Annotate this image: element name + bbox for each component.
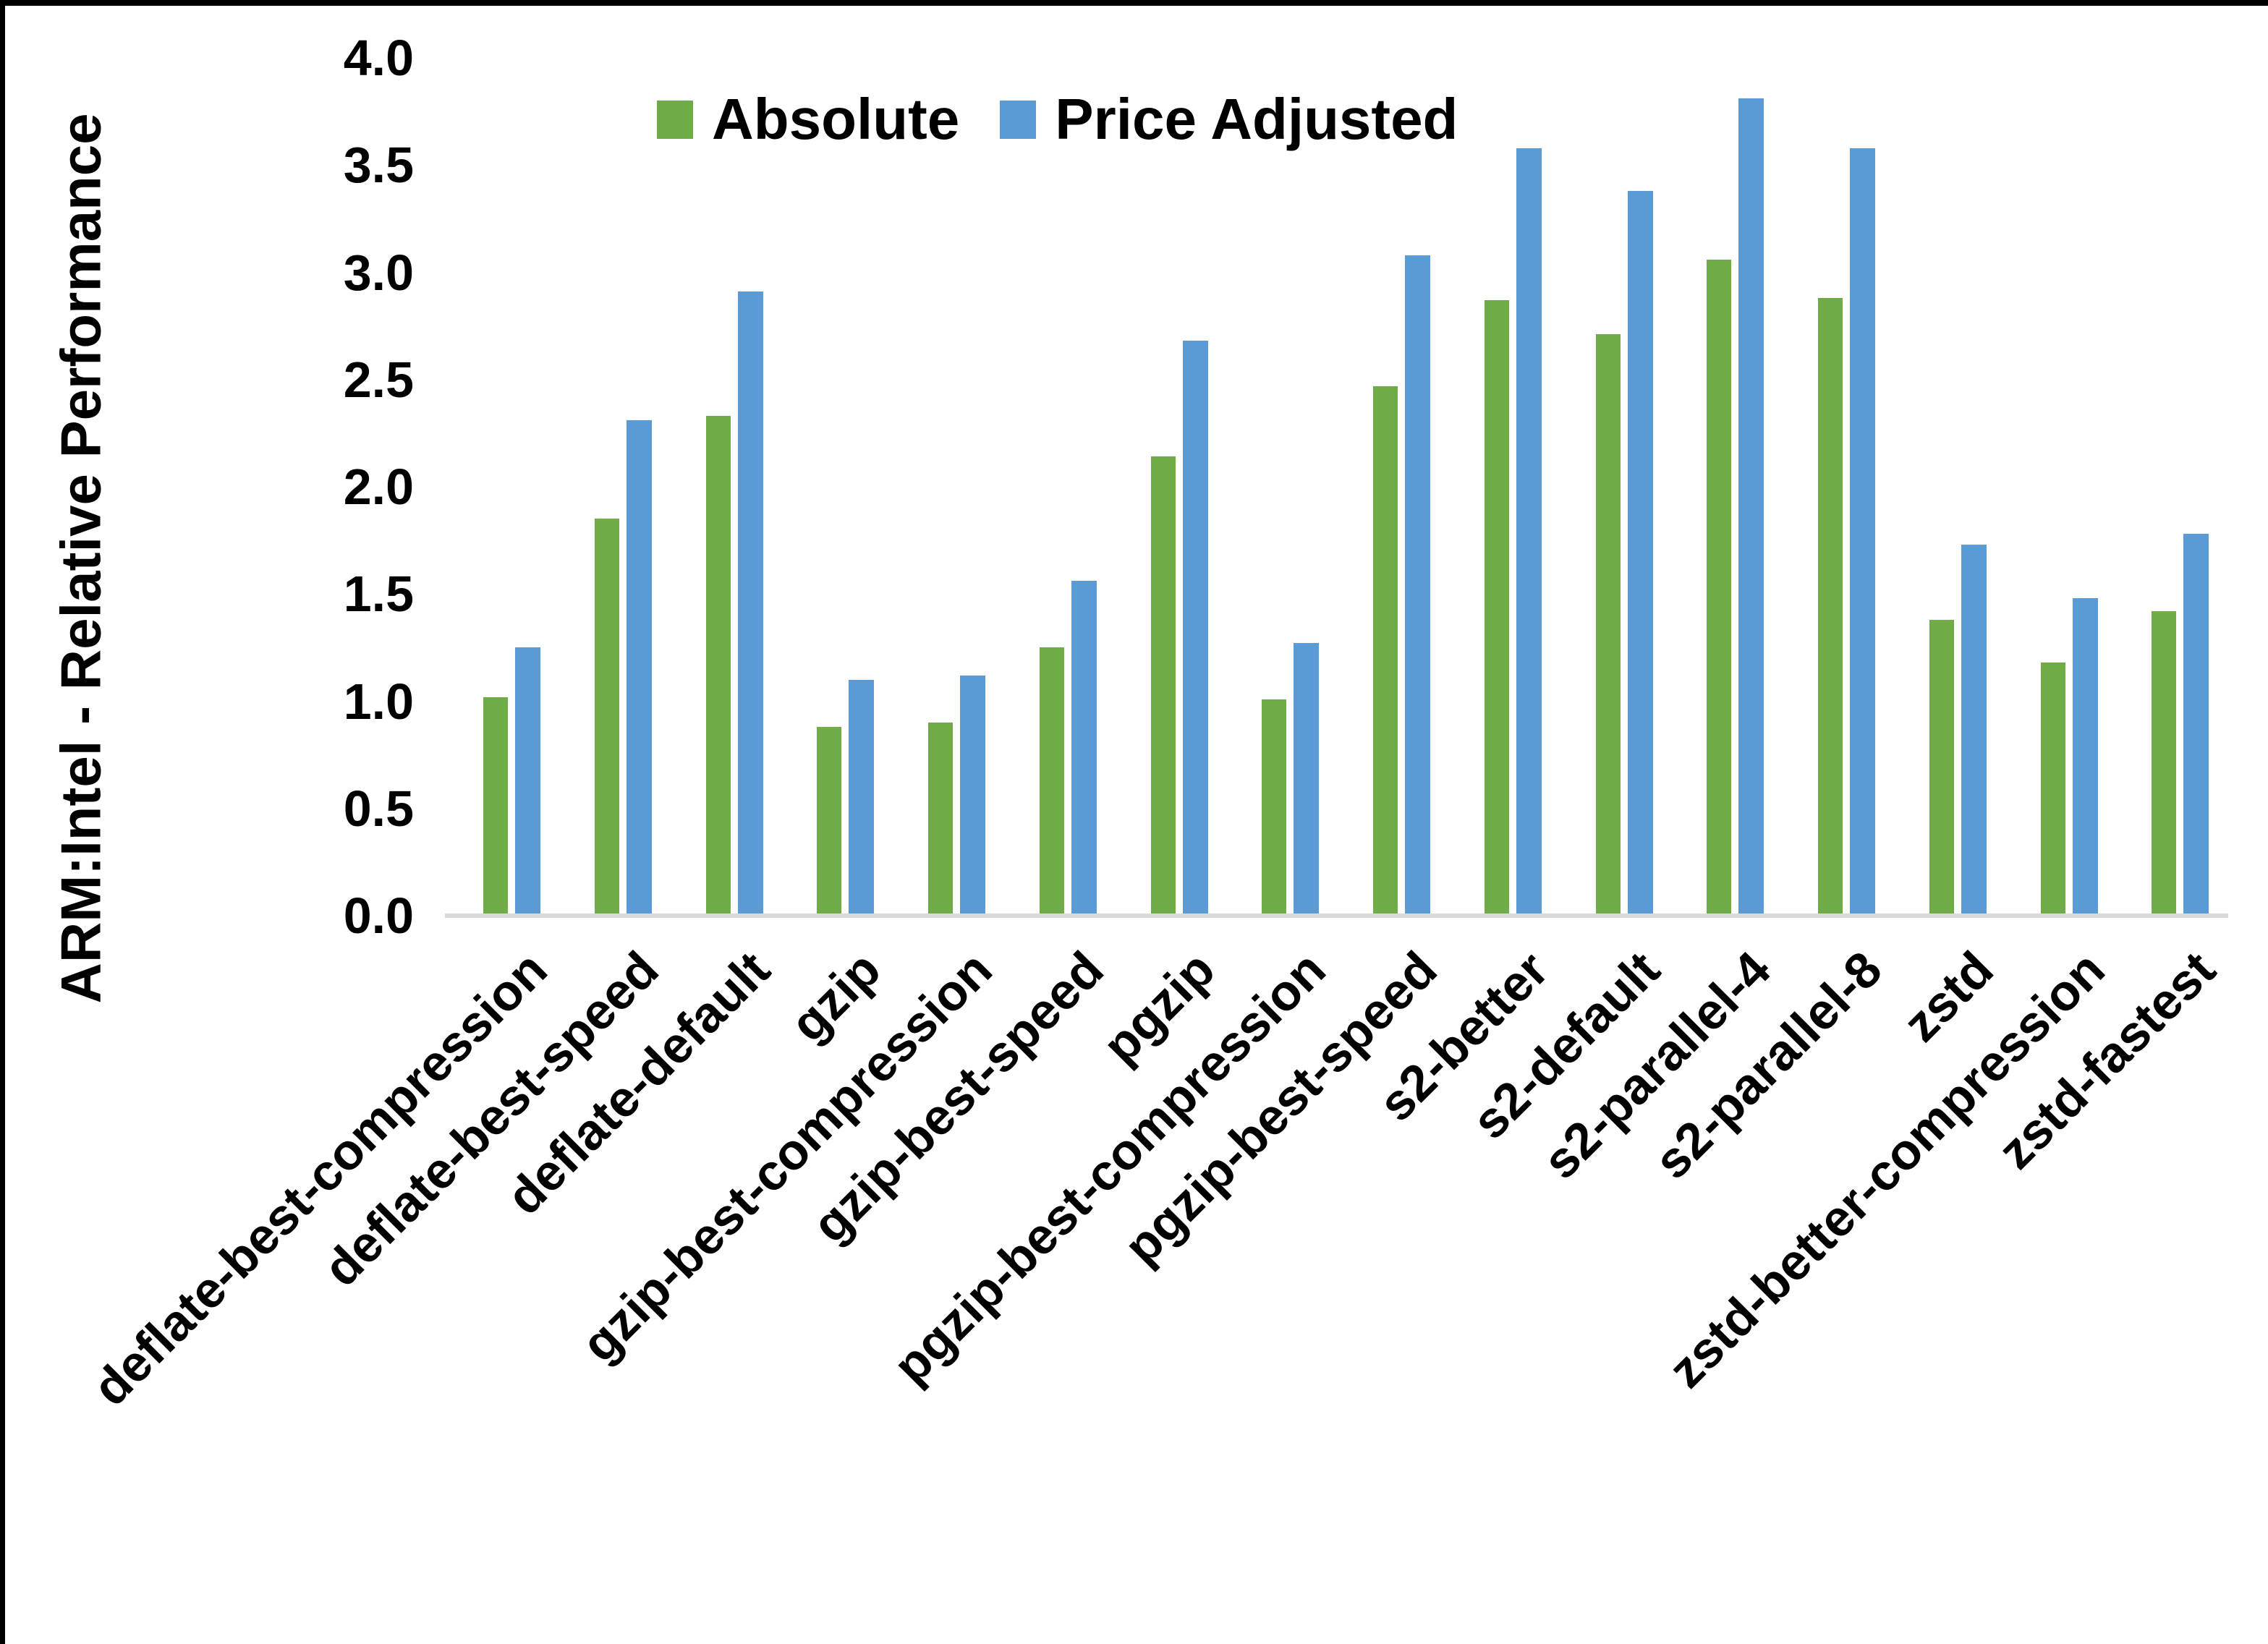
bar-price-adjusted-deflate-best-speed bbox=[627, 420, 652, 916]
bar-absolute-s2-better bbox=[1485, 300, 1509, 916]
bar-absolute-pgzip-best-compression bbox=[1262, 699, 1286, 916]
bar-price-adjusted-deflate-default bbox=[738, 291, 763, 916]
y-tick-label: 3.5 bbox=[343, 137, 414, 194]
bar-absolute-pgzip bbox=[1151, 456, 1176, 916]
bar-absolute-s2-parallel-8 bbox=[1818, 298, 1843, 916]
y-tick-label: 4.0 bbox=[343, 30, 414, 86]
bar-absolute-deflate-default bbox=[706, 416, 731, 916]
bar-price-adjusted-zstd bbox=[1961, 545, 1987, 916]
bar-absolute-gzip bbox=[817, 727, 841, 916]
bar-absolute-pgzip-best-speed bbox=[1373, 386, 1398, 916]
bar-price-adjusted-zstd-fastest bbox=[2183, 534, 2209, 916]
y-tick-label: 1.5 bbox=[343, 566, 414, 623]
bar-price-adjusted-pgzip-best-compression bbox=[1294, 643, 1319, 916]
bar-absolute-gzip-best-speed bbox=[1040, 647, 1064, 916]
legend-label: Price Adjusted bbox=[1055, 87, 1458, 151]
bar-absolute-s2-parallel-4 bbox=[1707, 260, 1731, 916]
bar-price-adjusted-pgzip-best-speed bbox=[1405, 255, 1430, 916]
y-tick-label: 2.5 bbox=[343, 351, 414, 408]
legend-swatch-price-adjusted bbox=[1000, 100, 1037, 139]
bar-price-adjusted-gzip-best-speed bbox=[1071, 581, 1097, 916]
bar-price-adjusted-gzip-best-compression bbox=[960, 676, 985, 916]
bar-absolute-zstd-better-compression bbox=[2041, 663, 2065, 916]
y-tick-label: 3.0 bbox=[343, 244, 414, 301]
bottom-border bbox=[0, 0, 2268, 6]
bar-price-adjusted-s2-parallel-8 bbox=[1850, 148, 1875, 916]
bar-absolute-s2-default bbox=[1596, 334, 1621, 916]
legend-item-price-adjusted: Price Adjusted bbox=[1000, 90, 1458, 148]
bar-price-adjusted-pgzip bbox=[1183, 341, 1208, 916]
y-axis-title: ARM:Intel - Relative Performance bbox=[48, 113, 113, 1004]
bar-price-adjusted-s2-better bbox=[1516, 148, 1542, 916]
bar-price-adjusted-s2-default bbox=[1628, 191, 1653, 916]
y-tick-label: 1.0 bbox=[343, 673, 414, 730]
bar-absolute-deflate-best-speed bbox=[595, 519, 619, 916]
y-tick-label: 0.0 bbox=[343, 887, 414, 944]
y-tick-label: 2.0 bbox=[343, 459, 414, 515]
right-border bbox=[0, 0, 5, 1644]
bar-price-adjusted-gzip bbox=[849, 680, 874, 916]
x-axis-line bbox=[445, 913, 2228, 918]
bar-price-adjusted-zstd-better-compression bbox=[2073, 598, 2098, 916]
bar-absolute-gzip-best-compression bbox=[928, 723, 953, 916]
legend-swatch-absolute bbox=[657, 100, 693, 139]
legend-label: Absolute bbox=[712, 87, 960, 151]
legend: Absolute Price Adjusted bbox=[657, 90, 1458, 148]
bar-price-adjusted-deflate-best-compression bbox=[515, 647, 540, 916]
y-tick-label: 0.5 bbox=[343, 780, 414, 837]
legend-item-absolute: Absolute bbox=[657, 90, 959, 148]
bar-absolute-deflate-best-compression bbox=[483, 697, 508, 916]
bar-absolute-zstd-fastest bbox=[2152, 611, 2176, 916]
bar-absolute-zstd bbox=[1929, 620, 1954, 916]
bar-price-adjusted-s2-parallel-4 bbox=[1738, 98, 1764, 916]
